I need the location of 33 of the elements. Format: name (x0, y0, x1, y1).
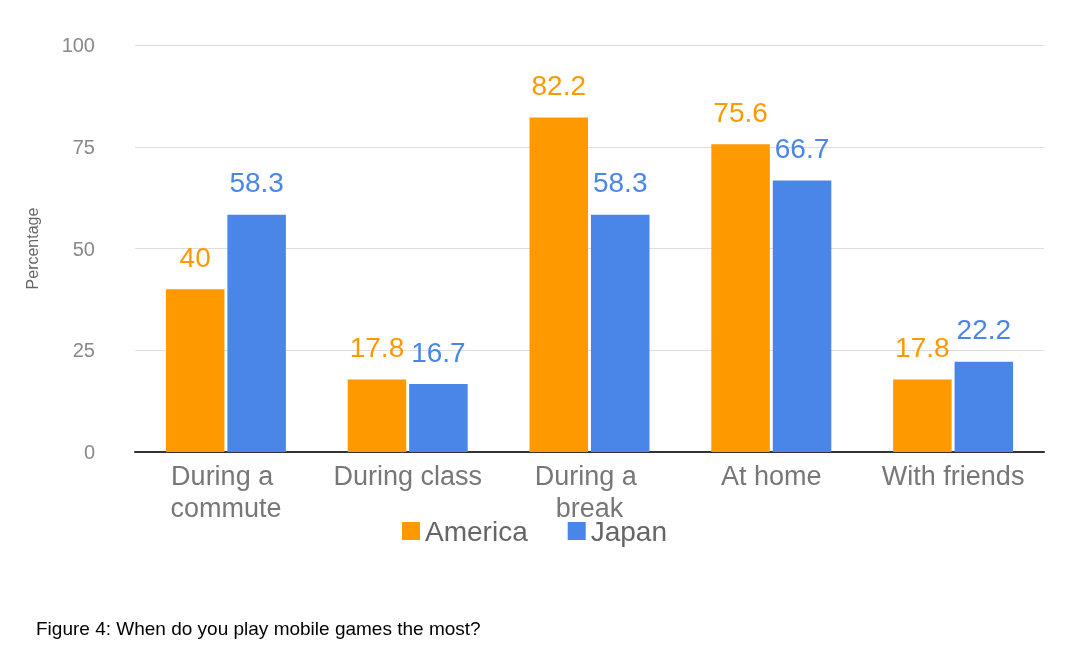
data-label: 58.3 (592, 167, 648, 199)
bar (529, 117, 589, 452)
data-label: 22.2 (956, 314, 1012, 346)
y-axis-title: Percentage (23, 207, 41, 290)
x-tick-label: With friends (881, 461, 1025, 491)
data-label: 75.6 (713, 96, 768, 128)
y-tick-label: 0 (83, 441, 95, 463)
bar (954, 361, 1014, 452)
data-label: 17.8 (895, 332, 950, 364)
bar (165, 289, 225, 452)
data-label: 82.2 (531, 69, 587, 101)
y-tick-label: 100 (61, 34, 95, 56)
y-tick-label: 25 (72, 339, 95, 362)
data-label: 16.7 (411, 336, 466, 368)
bar (590, 214, 650, 452)
x-tick-label: During a commute (170, 461, 282, 523)
bar (347, 379, 407, 452)
bar (893, 379, 952, 452)
bar (772, 180, 832, 452)
legend-label: America (425, 515, 529, 547)
caption: Figure 4: When do you play mobile games the most? (36, 618, 481, 640)
data-label: 58.3 (229, 167, 284, 199)
x-tick-label: At home (721, 461, 822, 491)
data-label: 40 (179, 241, 211, 273)
data-label: 17.8 (349, 332, 405, 364)
data-label: 66.7 (774, 133, 830, 165)
y-tick-label: 75 (72, 135, 95, 158)
bar (227, 214, 286, 452)
y-tick-label: 50 (72, 237, 95, 260)
x-tick-label: During a break (534, 461, 645, 523)
bar (711, 144, 770, 452)
bar (409, 384, 468, 452)
x-tick-label: During class (333, 461, 482, 491)
